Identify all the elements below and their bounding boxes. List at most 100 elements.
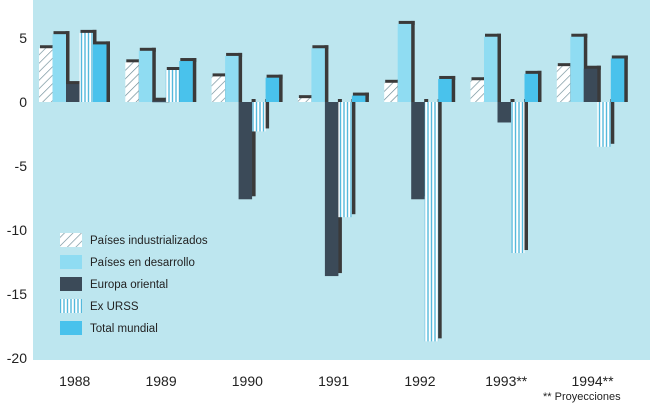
bar-shadow-top [485, 33, 501, 38]
bar-europa-oriental-1994 [583, 65, 601, 102]
bar-shadow-side [596, 65, 601, 102]
legend-item: Total mundial [60, 321, 158, 335]
bar-body [265, 77, 280, 102]
y-tick-label: -10 [7, 222, 27, 238]
bar-body [252, 102, 266, 132]
bar-body [93, 44, 107, 102]
bar-ex-urss-1992 [424, 99, 442, 342]
bar-shadow-top [398, 20, 415, 25]
bar-ex-urss-1990 [252, 99, 270, 132]
bar-shadow-top [298, 95, 315, 100]
bar-total-mundial-1994 [610, 55, 628, 102]
legend-item: Ex URSS [60, 299, 139, 313]
bar-shadow-top [126, 59, 143, 64]
bar-total-mundial-1989 [179, 58, 197, 102]
bar-europa-oriental-1990 [238, 99, 256, 200]
bar-ex-urss-1991 [338, 99, 356, 218]
legend-label: Ex URSS [90, 301, 139, 313]
bar-shadow-side [65, 31, 70, 102]
bar-body [438, 78, 452, 102]
bar-shadow-top [67, 81, 83, 86]
legend: Países industrializados Países en desarro… [60, 233, 208, 335]
bar-paises-en-desarrollo-1990 [225, 52, 243, 102]
bar-body [411, 102, 425, 200]
bar-shadow-side [151, 47, 156, 102]
footnote-proyecciones: ** Proyecciones [543, 391, 621, 403]
bar-shadow-side [106, 41, 110, 102]
bar-body [125, 62, 139, 102]
legend-swatch [60, 299, 82, 313]
bar-body [338, 102, 352, 218]
bar-total-mundial-1988 [93, 41, 110, 102]
bar-shadow-side [524, 99, 528, 251]
bar-body [570, 36, 584, 102]
bar-paises-en-desarrollo-1993 [484, 33, 501, 102]
x-tick-label: 1994** [572, 373, 615, 389]
bar-body [179, 61, 193, 102]
bar-shadow-side [251, 99, 256, 197]
bar-shadow-side [410, 20, 415, 103]
x-tick-label: 1991 [318, 373, 349, 389]
bar-body [152, 100, 166, 103]
bar-total-mundial-1993 [524, 70, 542, 102]
bar-shadow-top [471, 77, 488, 82]
bar-ex-urss-1993 [511, 99, 528, 254]
bar-shadow-top [571, 33, 588, 38]
bar-body [52, 34, 66, 102]
x-tick-label: 1990 [232, 373, 263, 389]
bar-shadow-top [557, 63, 574, 68]
bar-body [211, 76, 226, 102]
legend-label: Total mundial [90, 323, 158, 335]
legend-swatch [60, 255, 82, 269]
bar-body [511, 102, 525, 254]
bar-paises-en-desarrollo-1991 [311, 45, 329, 102]
bar-shadow-top [226, 52, 243, 57]
bar-shadow-side [437, 99, 442, 339]
bar-shadow-top [385, 79, 402, 84]
legend-item: Países en desarrollo [60, 255, 195, 269]
bar-shadow-top [40, 45, 56, 50]
bar-body [424, 102, 439, 342]
bar-shadow-top [166, 67, 183, 71]
y-axis-ticks: 5 0 -5 -10 -15 -20 [7, 30, 27, 366]
bar-body [66, 84, 80, 102]
bar-body [610, 58, 625, 102]
bar-shadow-top [153, 97, 170, 102]
bars-layer [39, 20, 628, 342]
bar-shadow-top [212, 73, 229, 78]
bar-body [556, 66, 571, 102]
y-tick-label: -15 [7, 286, 27, 302]
bar-body [225, 55, 239, 102]
bar-shadow-top [266, 74, 283, 79]
x-axis-ticks: 1988 1989 1990 1991 1992 1993** 1994** [59, 373, 614, 389]
bar-body [470, 80, 484, 102]
bar-body [238, 102, 253, 200]
bar-shadow-top [312, 45, 329, 50]
bar-paises-en-desarrollo-1988 [52, 31, 70, 102]
x-tick-label: 1989 [145, 373, 176, 389]
x-tick-label: 1993** [485, 373, 528, 389]
bar-shadow-top [80, 29, 97, 34]
legend-swatch [60, 277, 82, 291]
bar-shadow-top [180, 58, 197, 63]
bar-shadow-top [139, 47, 156, 52]
x-tick-label: 1988 [59, 373, 90, 389]
bar-body [79, 32, 93, 102]
bar-shadow-top [94, 41, 110, 46]
x-tick-label: 1992 [404, 373, 435, 389]
bar-shadow-top [439, 75, 456, 80]
bar-body [524, 73, 538, 102]
bar-body [39, 48, 53, 102]
bar-shadow-side [278, 74, 283, 102]
bar-shadow-side [265, 99, 270, 129]
bar-body [324, 102, 339, 277]
y-tick-label: -20 [7, 350, 27, 366]
bar-shadow-top [352, 92, 369, 97]
bar-shadow-side [324, 45, 329, 102]
bar-ex-urss-1994 [597, 99, 615, 147]
bar-body [583, 68, 598, 102]
bar-body [397, 23, 412, 103]
bar-body [351, 95, 366, 102]
bar-shadow-side [610, 99, 615, 144]
legend-label: Países industrializados [90, 235, 208, 247]
